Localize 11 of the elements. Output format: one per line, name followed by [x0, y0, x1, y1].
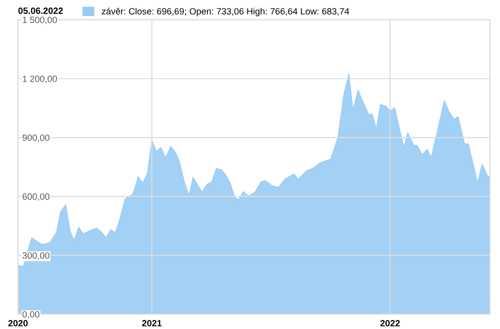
y-tick-label: 300,00 [22, 252, 50, 260]
y-tick-label: 0,00 [22, 311, 40, 319]
x-tick-label: 2021 [142, 320, 162, 326]
x-tick-label: 2020 [8, 320, 28, 326]
x-tick-label: 2022 [380, 320, 400, 326]
legend-label: závěr: Close: 696,69; Open: 733,06 High: 766,64 Low: 683,74 [102, 8, 350, 16]
y-tick-label: 1 200,00 [22, 76, 57, 84]
chart-title: 05.06.2022 [18, 8, 63, 14]
y-tick-label: 900,00 [22, 134, 50, 142]
y-tick-label: 1 500,00 [22, 16, 57, 24]
y-tick-label: 600,00 [22, 193, 50, 201]
